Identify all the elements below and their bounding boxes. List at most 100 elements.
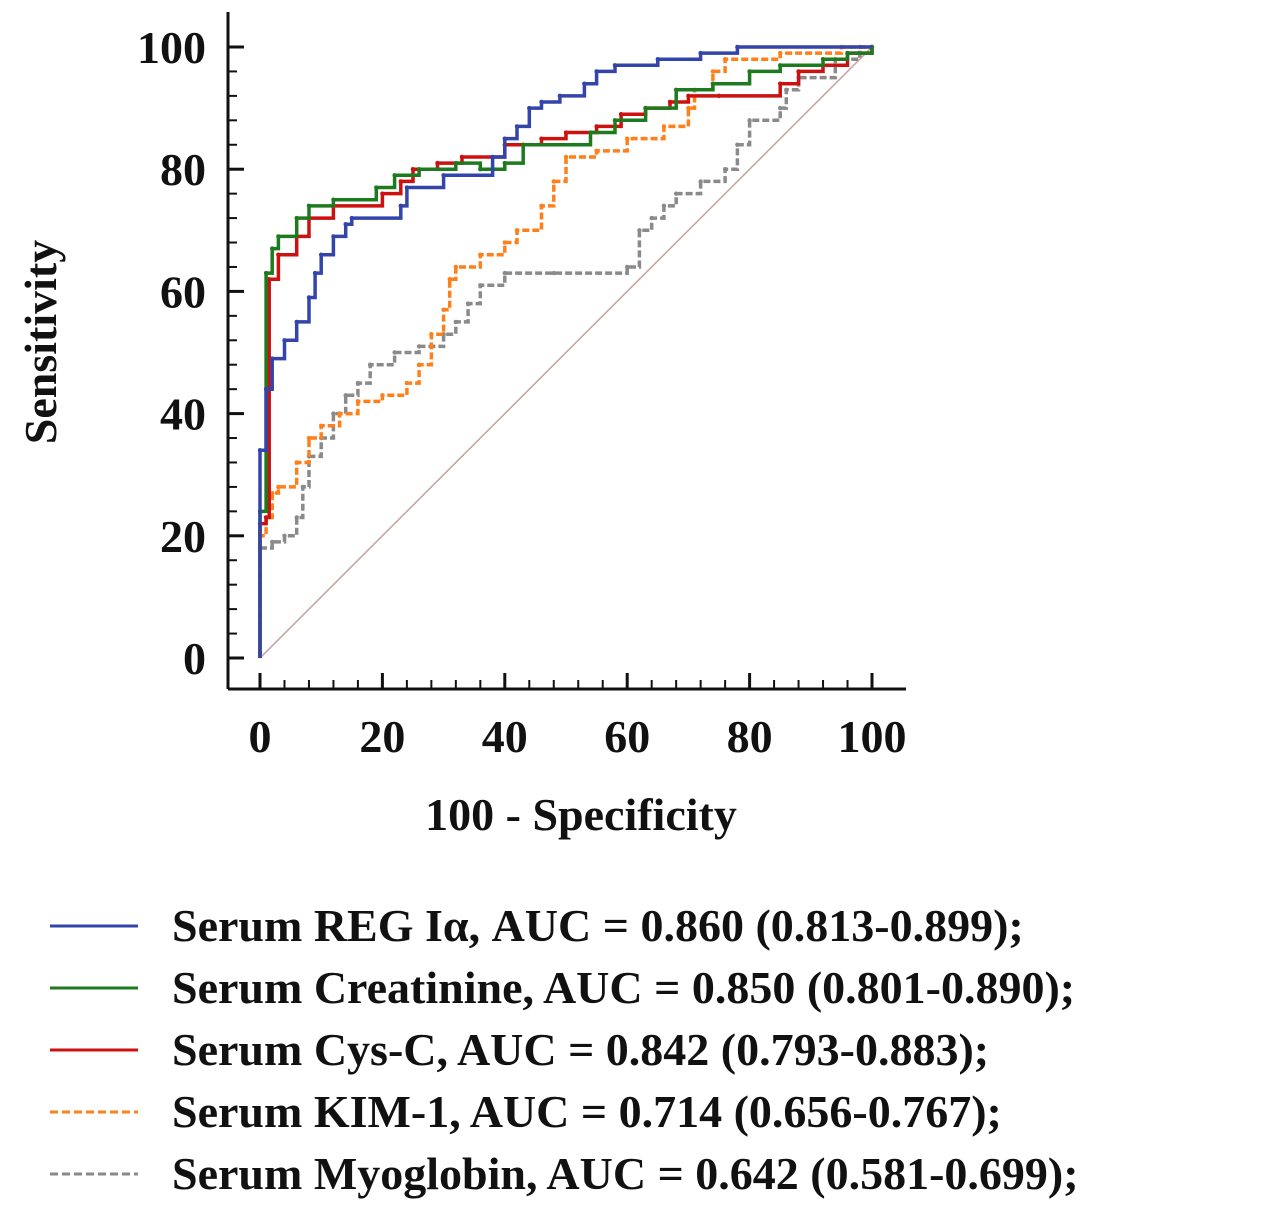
series-point-5 <box>453 319 459 325</box>
series-point-3 <box>380 191 385 196</box>
series-point-2 <box>845 50 850 56</box>
series-point-5 <box>282 533 287 538</box>
series-point-3 <box>716 93 722 99</box>
series-point-5 <box>392 350 397 355</box>
series-point-2 <box>374 185 379 190</box>
series-point-1 <box>263 386 269 392</box>
series-line-1 <box>258 45 872 658</box>
series-point-4 <box>710 69 716 74</box>
series-point-4 <box>563 154 569 160</box>
series-point-3 <box>266 276 272 282</box>
series-point-1 <box>331 234 336 239</box>
series-point-1 <box>343 221 348 227</box>
y-tick-label: 100 <box>137 22 206 73</box>
series-point-2 <box>270 246 275 251</box>
series-point-2 <box>306 203 312 209</box>
series-point-4 <box>514 228 520 233</box>
series-point-4 <box>441 307 446 312</box>
series-point-4 <box>661 124 667 129</box>
series-point-5 <box>698 179 703 184</box>
series-point-5 <box>331 411 336 416</box>
series-point-1 <box>698 50 703 56</box>
series-point-5 <box>661 203 667 209</box>
x-tick-label: 0 <box>249 711 272 762</box>
series-point-1 <box>582 81 587 86</box>
series-point-1 <box>282 338 287 343</box>
series-point-2 <box>294 215 299 221</box>
series-point-2 <box>778 63 783 68</box>
series-point-2 <box>643 105 648 111</box>
series-point-1 <box>319 252 324 257</box>
series-point-5 <box>294 515 299 520</box>
series-point-2 <box>820 57 826 62</box>
series-point-2 <box>673 87 679 92</box>
series-point-4 <box>447 276 452 282</box>
x-tick-label: 20 <box>359 711 405 762</box>
series-point-1 <box>306 295 312 300</box>
x-tick-label: 80 <box>727 711 773 762</box>
tick-layer: 0 20 40 60 80 100 0 20 40 60 80 100 <box>137 22 907 762</box>
series-point-5 <box>673 191 679 196</box>
axes-layer <box>226 12 906 691</box>
series-point-3 <box>410 167 416 172</box>
series-point-4 <box>416 362 422 367</box>
series-point-2 <box>588 130 593 135</box>
series-point-2 <box>331 197 336 202</box>
series-point-2 <box>263 270 269 276</box>
series-point-5 <box>649 215 654 221</box>
legend-label: Serum Cys-C, AUC = 0.842 (0.793-0.883); <box>172 1024 989 1075</box>
x-tick-label: 60 <box>604 711 650 762</box>
legend-label: Serum REG Iα, AUC = 0.860 (0.813-0.899); <box>172 900 1024 951</box>
x-tick-label: 100 <box>838 711 907 762</box>
legend: Serum REG Iα, AUC = 0.860 (0.813-0.899);… <box>50 900 1079 1199</box>
series-point-1 <box>270 356 275 361</box>
series-point-4 <box>551 179 556 184</box>
series-point-3 <box>618 112 624 117</box>
series-point-1 <box>398 203 403 209</box>
y-tick-label: 80 <box>160 144 206 195</box>
series-point-3 <box>686 93 691 99</box>
series-point-4 <box>722 57 728 62</box>
series-point-4 <box>686 105 691 111</box>
series-point-3 <box>796 69 801 74</box>
series-point-5 <box>355 380 361 386</box>
series-point-4 <box>276 484 281 490</box>
series-point-4 <box>478 252 483 257</box>
series-point-2 <box>392 173 397 178</box>
series-point-1 <box>612 63 618 68</box>
series-point-1 <box>312 270 318 276</box>
series-point-1 <box>502 136 507 141</box>
legend-label: Serum KIM-1, AUC = 0.714 (0.656-0.767); <box>172 1086 1002 1137</box>
series-point-4 <box>270 490 275 496</box>
series-point-5 <box>465 301 471 306</box>
series-point-1 <box>490 154 495 160</box>
series-point-5 <box>343 393 348 398</box>
series-point-3 <box>539 136 544 141</box>
y-axis-title: Sensitivity <box>15 240 66 444</box>
reference-line-layer <box>259 46 873 659</box>
series-point-5 <box>637 228 642 233</box>
series-point-5 <box>784 87 789 92</box>
series-point-4 <box>306 435 312 441</box>
series-point-1 <box>349 215 354 221</box>
series-point-1 <box>655 57 660 62</box>
y-tick-label: 40 <box>160 389 206 440</box>
series-point-1 <box>735 44 740 50</box>
series-point-4 <box>294 460 299 465</box>
series-point-4 <box>453 264 459 270</box>
series-point-3 <box>778 81 783 86</box>
series-point-4 <box>355 399 361 404</box>
series-point-5 <box>778 105 783 111</box>
y-tick-label: 0 <box>183 633 206 684</box>
series-point-5 <box>735 142 740 147</box>
series-point-4 <box>337 411 342 416</box>
series-point-2 <box>416 167 422 172</box>
series-point-3 <box>435 160 440 166</box>
series-point-4 <box>594 148 599 154</box>
y-tick-label: 60 <box>160 266 206 317</box>
series-point-3 <box>398 179 403 184</box>
series-point-3 <box>563 130 569 135</box>
series-point-3 <box>594 124 599 129</box>
series-point-2 <box>747 69 752 74</box>
series-point-5 <box>625 264 630 270</box>
